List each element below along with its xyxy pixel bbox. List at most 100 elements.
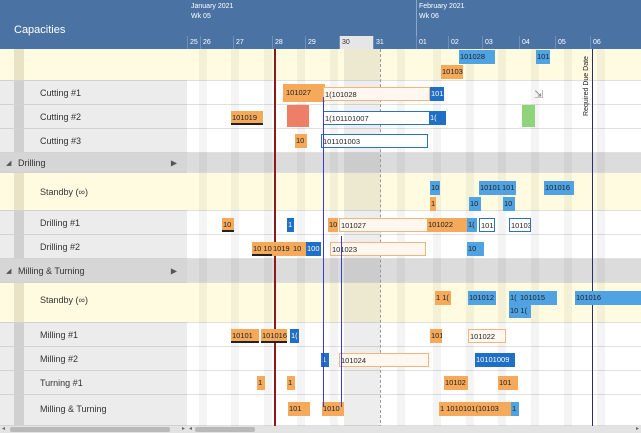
row-top[interactable] xyxy=(0,49,187,81)
operation-bar[interactable]: 101027 xyxy=(339,218,429,232)
row-label: Drilling #1 xyxy=(40,217,81,228)
operation-bar[interactable]: 10102 xyxy=(444,376,468,390)
chevron-right-icon[interactable]: ▶ xyxy=(170,158,177,167)
row-cutting-1[interactable]: Cutting #1 xyxy=(0,81,187,105)
operation-bar[interactable]: 10101009 xyxy=(475,353,515,367)
operation-bar[interactable]: 1 xyxy=(511,402,519,416)
gantt-horizontal-scrollbar[interactable]: ◂ ▸ xyxy=(187,426,641,433)
operation-bar[interactable]: 101028 xyxy=(459,50,495,64)
row-cutting-2[interactable]: Cutting #2 xyxy=(0,105,187,129)
day-header[interactable]: 28 xyxy=(272,36,305,49)
group-drilling[interactable]: ◢ Drilling ▶ xyxy=(0,153,187,173)
day-header[interactable]: 01 xyxy=(416,36,448,49)
operation-bar[interactable]: 1(101028 xyxy=(323,87,430,101)
day-header[interactable]: 25 xyxy=(187,36,200,49)
operation-bar[interactable]: 10 xyxy=(430,181,440,195)
operation-bar[interactable]: 101 xyxy=(288,402,310,416)
row-cutting-3[interactable]: Cutting #3 xyxy=(0,129,187,153)
operation-bar[interactable]: 10101 xyxy=(231,329,259,343)
day-header[interactable]: 27 xyxy=(233,36,272,49)
collapse-triangle-icon[interactable]: ◢ xyxy=(6,159,12,167)
row-drilling-2[interactable]: Drilling #2 xyxy=(0,235,187,259)
operation-bar[interactable]: 101015 xyxy=(519,291,557,305)
operation-bar[interactable]: 1( xyxy=(290,329,299,343)
day-header[interactable]: 31 xyxy=(373,36,416,49)
operation-bar[interactable]: 101 xyxy=(498,376,518,390)
row-milling-standby[interactable]: Standby (∞) xyxy=(0,283,187,323)
operation-bar[interactable]: 101 xyxy=(501,181,516,195)
scrollbar-thumb[interactable] xyxy=(10,427,170,432)
operation-bar[interactable]: 101012 xyxy=(468,291,496,305)
operation-bar[interactable]: 1 xyxy=(287,376,295,390)
day-header[interactable]: 06 xyxy=(590,36,641,49)
operation-bar[interactable]: 101024 xyxy=(339,353,429,367)
operation-bar[interactable]: 101 xyxy=(536,50,550,64)
group-milling-turning[interactable]: ◢ Milling & Turning ▶ xyxy=(0,259,187,283)
chevron-right-icon[interactable]: ▶ xyxy=(170,266,177,275)
operation-bar[interactable]: 1 xyxy=(321,353,329,367)
row-label: Standby (∞) xyxy=(40,187,88,197)
row-turning-1[interactable]: Turning #1 xyxy=(0,371,187,395)
scroll-left-arrow-icon[interactable]: ◂ xyxy=(189,426,193,432)
operation-bar[interactable]: 10101 xyxy=(479,181,505,195)
day-header[interactable]: 04 xyxy=(519,36,555,49)
operation-bar[interactable]: 10 xyxy=(469,197,481,211)
operation-bar[interactable]: 1019 xyxy=(272,242,292,256)
operation-bar[interactable] xyxy=(522,105,535,127)
operation-bar[interactable]: 101 xyxy=(479,218,495,232)
row-milling-1[interactable]: Milling #1 xyxy=(0,323,187,347)
operation-bar[interactable]: 10 xyxy=(222,218,234,232)
operation-bar[interactable]: 10 xyxy=(292,242,306,256)
operation-bar[interactable]: 101016 xyxy=(261,329,287,343)
operation-bar[interactable]: 101 xyxy=(430,329,442,343)
operation-bar[interactable]: 10 xyxy=(295,134,307,148)
operation-bar[interactable]: 10 xyxy=(467,242,484,256)
operation-bar[interactable]: 1 xyxy=(430,197,436,211)
operation-bar[interactable]: 10 1( xyxy=(509,304,531,318)
row-drilling-1[interactable]: Drilling #1 xyxy=(0,211,187,235)
operation-bar[interactable]: 10 xyxy=(328,218,338,232)
operation-bar[interactable]: 1( xyxy=(429,111,446,125)
operation-bar[interactable]: 101022 xyxy=(427,218,467,232)
operation-bar[interactable]: 101016 xyxy=(575,291,641,305)
row-label: Milling & Turning xyxy=(40,404,107,414)
operation-bar[interactable]: 1 1010101(10103 xyxy=(439,402,511,416)
scroll-right-arrow-icon[interactable]: ▸ xyxy=(181,426,185,432)
operation-bar[interactable]: 1( xyxy=(467,218,477,232)
day-header[interactable]: 03 xyxy=(482,36,519,49)
operation-bar[interactable]: 1 1( xyxy=(435,291,451,305)
scroll-left-arrow-icon[interactable]: ◂ xyxy=(2,426,6,432)
operation-bar[interactable]: 100 xyxy=(306,242,321,256)
day-header[interactable]: 30 xyxy=(339,36,373,49)
operation-bar[interactable]: 1(101101007 xyxy=(323,111,430,125)
row-milling-2[interactable]: Milling #2 xyxy=(0,347,187,371)
operation-bar[interactable]: 101023 xyxy=(330,242,426,256)
scroll-right-arrow-icon[interactable]: ▸ xyxy=(635,426,639,432)
day-separator xyxy=(380,49,381,433)
operation-bar[interactable] xyxy=(287,105,309,127)
operation-bar[interactable]: 101 xyxy=(430,87,444,101)
operation-bar[interactable]: 101016 xyxy=(544,181,574,195)
operation-bar[interactable]: 1 xyxy=(257,376,265,390)
row-drilling-standby[interactable]: Standby (∞) xyxy=(0,173,187,211)
operation-bar[interactable]: 1 xyxy=(287,218,294,232)
day-header[interactable]: 26 xyxy=(200,36,233,49)
operation-bar[interactable]: 101101003 xyxy=(321,134,428,148)
left-horizontal-scrollbar[interactable]: ◂ ▸ xyxy=(0,426,187,433)
current-time-line xyxy=(274,49,276,433)
operation-bar[interactable]: 101027 xyxy=(283,84,325,102)
row-milling-turning[interactable]: Milling & Turning xyxy=(0,395,187,426)
day-header[interactable]: 29 xyxy=(305,36,339,49)
day-header[interactable]: 05 xyxy=(555,36,590,49)
scrollbar-thumb[interactable] xyxy=(195,427,255,432)
operation-bar[interactable]: 101022 xyxy=(468,329,506,343)
operation-bar[interactable]: 10 10 xyxy=(252,242,272,256)
collapse-triangle-icon[interactable]: ◢ xyxy=(6,267,12,275)
operation-bar[interactable]: 1010 xyxy=(322,402,344,416)
operation-bar[interactable]: 10103 xyxy=(441,65,463,79)
operation-bar[interactable]: 101019 xyxy=(231,111,263,125)
day-header[interactable]: 02 xyxy=(448,36,482,49)
operation-bar[interactable]: 10 xyxy=(503,197,515,211)
operation-bar[interactable]: 10103 xyxy=(509,218,531,232)
